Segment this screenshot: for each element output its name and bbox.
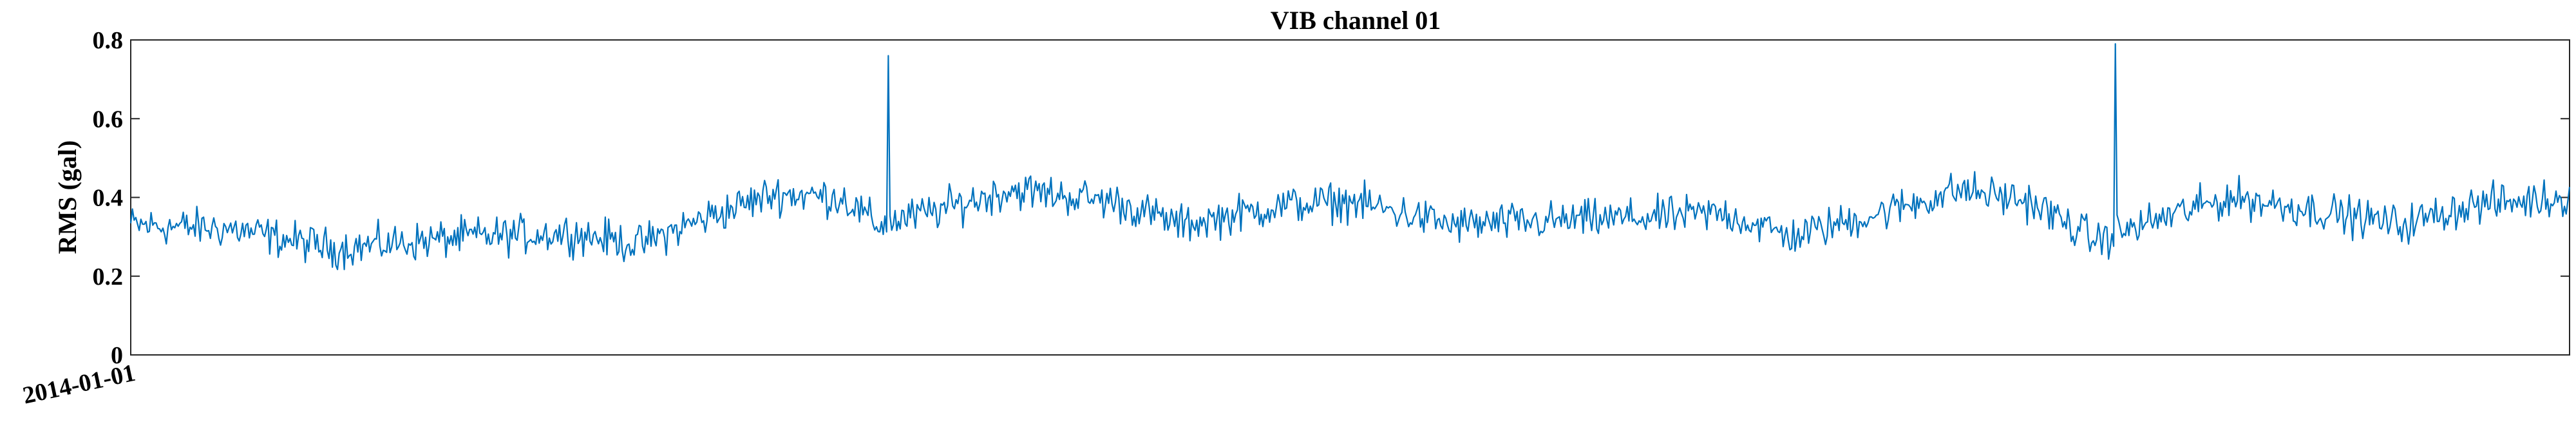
chart-title: VIB channel 01 [1271, 6, 1441, 35]
y-tick-label: 0.2 [93, 263, 124, 290]
x-tick-label: 2014-01-01 [21, 359, 138, 410]
y-axis-label: RMS (gal) [53, 140, 82, 254]
y-tick-label: 0.8 [93, 27, 124, 54]
x-axis-ticks: 2014-01-01 [21, 359, 138, 410]
series-line-rms [129, 43, 2571, 271]
y-axis-ticks: 0 0.2 0.4 0.6 0.8 [93, 27, 2570, 369]
y-tick-label: 0.4 [93, 185, 124, 212]
y-tick-label: 0 [111, 342, 123, 369]
y-tick-label: 0.6 [93, 106, 124, 133]
